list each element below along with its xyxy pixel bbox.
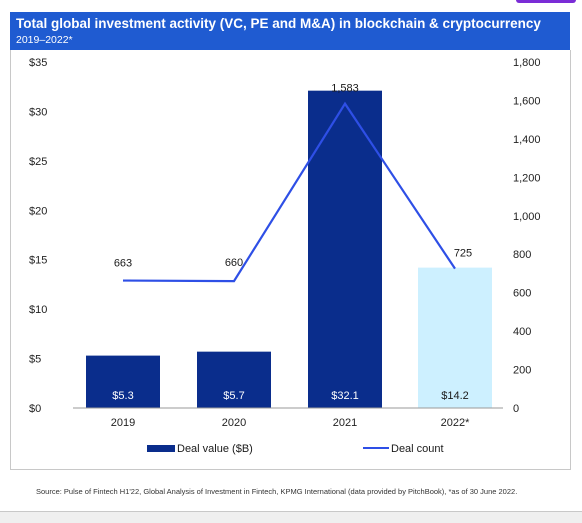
legend-swatch-deal-value <box>147 445 175 452</box>
bottom-band <box>0 512 582 523</box>
x-axis-category-label: 2020 <box>222 417 246 429</box>
bottom-divider <box>0 511 582 512</box>
left-axis-tick-label: $5 <box>29 354 41 366</box>
chart-header: Total global investment activity (VC, PE… <box>10 12 570 50</box>
x-axis-category-label: 2022* <box>441 417 470 429</box>
right-axis-tick-label: 1,200 <box>513 172 541 184</box>
right-axis-tick-label: 1,400 <box>513 134 541 146</box>
left-axis-tick-label: $20 <box>29 205 47 217</box>
legend-label-deal-count: Deal count <box>391 443 444 455</box>
right-axis-tick-label: 1,600 <box>513 95 541 107</box>
deal-count-label: 1,583 <box>331 83 359 95</box>
source-note: Source: Pulse of Fintech H1'22, Global A… <box>36 487 518 496</box>
combo-chart: $0 $5 $10 $15 $20 $25 $30 $35 0 200 400 600 800 1,000… <box>29 57 541 455</box>
bar-value-label: $14.2 <box>441 390 469 402</box>
deal-count-label: 725 <box>454 248 472 260</box>
bar-value-label: $5.7 <box>223 390 244 402</box>
chart-subtitle: 2019–2022* <box>16 34 73 46</box>
left-axis-tick-label: $30 <box>29 106 47 118</box>
bar-value-label: $32.1 <box>331 390 359 402</box>
bar-deal-value <box>308 90 382 408</box>
x-axis-category-label: 2019 <box>111 417 135 429</box>
left-axis-tick-label: $15 <box>29 255 47 267</box>
top-strip <box>0 0 582 12</box>
bar-deal-value <box>197 351 271 408</box>
chart-title: Total global investment activity (VC, PE… <box>16 16 541 31</box>
accent-bar <box>516 0 576 3</box>
deal-count-line <box>122 101 456 283</box>
left-axis-tick-label: $35 <box>29 57 47 69</box>
right-axis-tick-label: 1,800 <box>513 57 541 69</box>
bar-deal-value <box>86 355 160 408</box>
deal-count-label: 660 <box>225 257 243 269</box>
deal-count-label: 663 <box>114 258 132 270</box>
right-axis-tick-label: 200 <box>513 365 531 377</box>
right-axis-tick-label: 1,000 <box>513 211 541 223</box>
chart-frame: $0 $5 $10 $15 $20 $25 $30 $35 0 200 400 600 800 1,000… <box>10 50 571 470</box>
right-axis-tick-label: 400 <box>513 326 531 338</box>
left-axis-tick-label: $0 <box>29 403 41 415</box>
left-axis-tick-label: $25 <box>29 156 47 168</box>
right-axis-tick-label: 0 <box>513 403 519 415</box>
x-axis-category-label: 2021 <box>333 417 357 429</box>
bar-value-label: $5.3 <box>112 390 133 402</box>
right-axis-tick-label: 600 <box>513 288 531 300</box>
right-axis-tick-label: 800 <box>513 249 531 261</box>
left-axis-tick-label: $10 <box>29 304 47 316</box>
legend-label-deal-value: Deal value ($B) <box>177 443 253 455</box>
bar-deal-value <box>418 267 492 408</box>
